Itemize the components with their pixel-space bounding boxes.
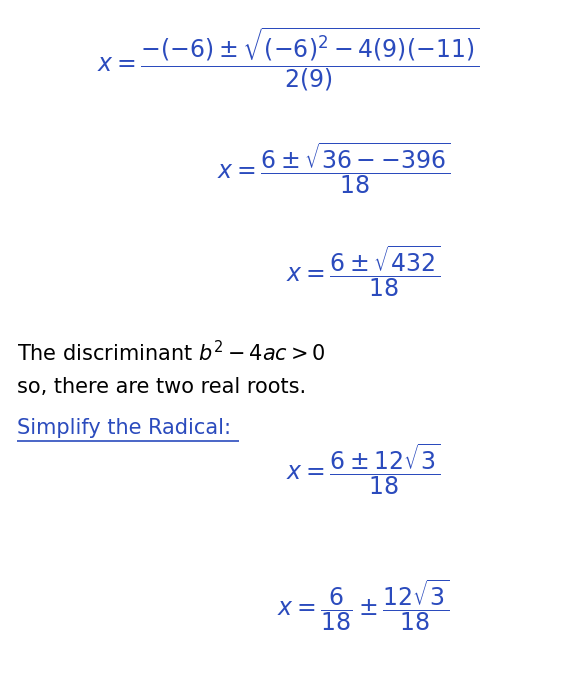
Text: $x = \dfrac{6}{18} \pm \dfrac{12\sqrt{3}}{18}$: $x = \dfrac{6}{18} \pm \dfrac{12\sqrt{3}… bbox=[276, 578, 449, 634]
Text: $x = \dfrac{6 \pm 12\sqrt{3}}{18}$: $x = \dfrac{6 \pm 12\sqrt{3}}{18}$ bbox=[286, 441, 440, 497]
Text: $x = \dfrac{6 \pm \sqrt{432}}{18}$: $x = \dfrac{6 \pm \sqrt{432}}{18}$ bbox=[286, 244, 440, 300]
Text: so, there are two real roots.: so, there are two real roots. bbox=[17, 377, 306, 397]
Text: The discriminant $b^2 - 4ac > 0$: The discriminant $b^2 - 4ac > 0$ bbox=[17, 340, 326, 365]
Text: $x = \dfrac{-(-6) \pm \sqrt{(-6)^2 - 4(9)(-11)}}{2(9)}$: $x = \dfrac{-(-6) \pm \sqrt{(-6)^2 - 4(9… bbox=[97, 26, 479, 93]
Text: Simplify the Radical:: Simplify the Radical: bbox=[17, 419, 232, 438]
Text: $x = \dfrac{6 \pm \sqrt{36 - {-396}}}{18}$: $x = \dfrac{6 \pm \sqrt{36 - {-396}}}{18… bbox=[218, 140, 450, 196]
